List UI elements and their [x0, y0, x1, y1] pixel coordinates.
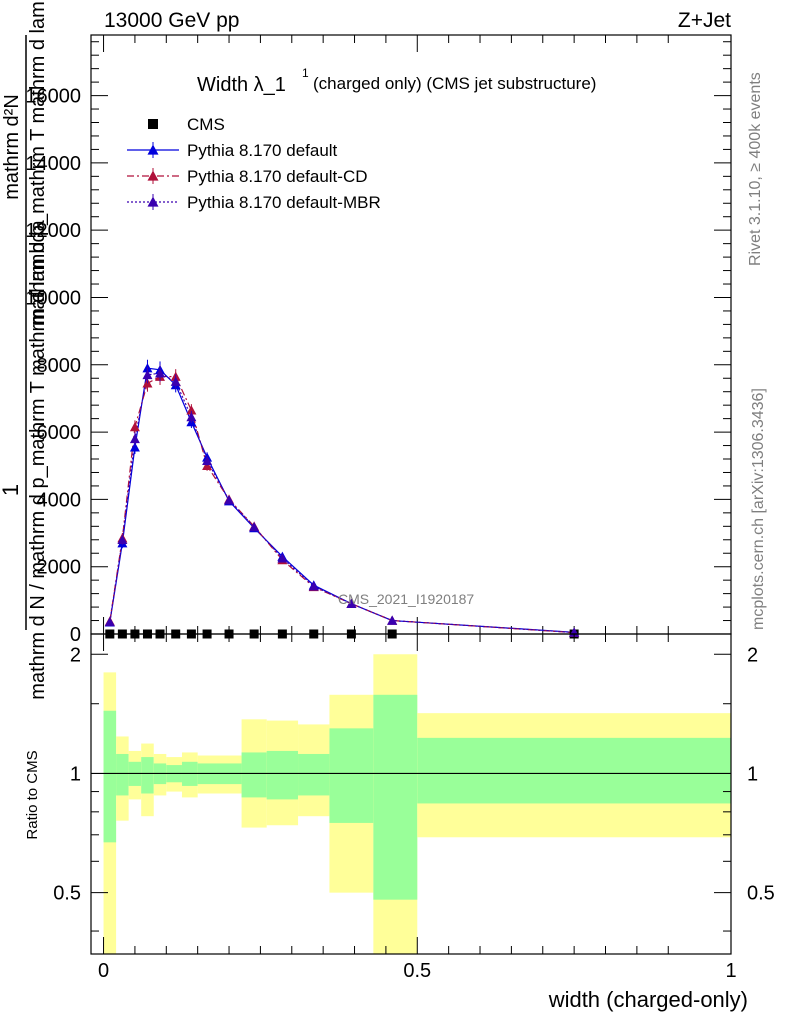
main-y-tick-label: 4000 [37, 489, 82, 511]
series-marker [170, 376, 181, 386]
title-main: Width λ_1 [197, 74, 286, 96]
legend-marker-triangle [147, 170, 159, 181]
legend-label: Pythia 8.170 default [187, 141, 338, 160]
series-marker [129, 442, 140, 452]
main-y-tick-label: 10000 [25, 287, 81, 309]
legend-marker-square [148, 119, 158, 129]
series-marker [202, 455, 213, 465]
mcplots-label: mcplots.cern.ch [arXiv:1306.3436] [750, 388, 767, 630]
series-marker [249, 521, 260, 532]
series-marker [387, 615, 398, 625]
title-superscript: 1 [302, 66, 309, 80]
analysis-label: CMS_2021_I1920187 [338, 591, 474, 607]
x-tick-label: 0 [98, 960, 109, 982]
y-label-numerator: mathrm d²N [1, 94, 23, 200]
ratio-band-inner [329, 728, 374, 823]
legend-label: CMS [187, 115, 225, 134]
ratio-y-tick-label: 0.5 [53, 883, 81, 905]
ratio-band-inner [373, 694, 418, 900]
main-y-tick-label: 2000 [37, 557, 82, 579]
series-marker [277, 553, 288, 563]
main-y-tick-label: 6000 [37, 422, 82, 444]
series-marker [142, 369, 153, 380]
y-axis-label: mathrm d²N mathrm d p_mathrm T mathrm d … [0, 0, 49, 700]
x-axis-label: width (charged-only) [548, 987, 748, 1012]
y-label-denominator: mathrm d p_mathrm T mathrm d lambda [27, 0, 49, 326]
rivet-label: Rivet 3.1.10, ≥ 400k events [747, 72, 764, 266]
series-marker [129, 422, 140, 432]
ratio-frame [90, 633, 732, 955]
title-rest: (charged only) (CMS jet substructure) [313, 74, 596, 93]
x-tick-label: 1 [725, 960, 736, 982]
y-label-bottom: mathrm d N / mathrm d p_mathrm T mathrm … [27, 219, 49, 699]
ratio-y-tick-label-right: 1 [747, 763, 758, 785]
legend-entry: Pythia 8.170 default-CD [127, 167, 368, 186]
ratio-band-inner [116, 753, 129, 796]
legend-marker-triangle [147, 196, 159, 207]
energy-label: 13000 GeV pp [104, 9, 239, 32]
ratio-y-tick-label: 2 [70, 644, 81, 666]
series-marker [186, 411, 197, 422]
series-marker [104, 616, 115, 627]
series-marker [346, 598, 357, 608]
ratio-band-inner [241, 752, 267, 798]
legend-label: Pythia 8.170 default-CD [187, 167, 368, 186]
series-marker [224, 495, 235, 505]
legend-label: Pythia 8.170 default-MBR [187, 193, 381, 212]
ratio-band-inner [141, 757, 154, 794]
ratio-y-label: Ratio to CMS [24, 750, 41, 839]
ratio-bands [103, 654, 731, 954]
main-y-tick-label: 12000 [25, 220, 81, 242]
series-marker [186, 405, 197, 415]
legend-entry: Pythia 8.170 default-MBR [127, 193, 381, 212]
ratio-y-tick-label-right: 0.5 [747, 883, 775, 905]
series-marker [129, 433, 140, 444]
main-y-tick-label: 14000 [25, 153, 81, 175]
ratio-band-inner [417, 737, 731, 804]
legend: CMS Pythia 8.170 default Pythia 8.170 defa… [127, 115, 381, 212]
ratio-axis-ticks: 0.5 0.5 1 1 2 2 0 0.5 1 [53, 634, 775, 982]
ratio-band-inner [266, 750, 299, 800]
y-label-one: 1 [0, 484, 23, 496]
ratio-band-inner [298, 753, 330, 796]
main-y-tick-label: 8000 [37, 355, 82, 377]
main-axis-ticks: 0 2000 4000 6000 8000 10000 12000 14000 16000 [25, 35, 732, 646]
process-label: Z+Jet [678, 9, 731, 32]
main-y-tick-label: 16000 [25, 86, 81, 108]
series-marker [117, 534, 128, 545]
ratio-band-inner [103, 710, 117, 843]
series-marker [308, 581, 319, 591]
x-tick-label: 0.5 [403, 960, 431, 982]
legend-marker-triangle [147, 144, 159, 155]
legend-entry: CMS [148, 115, 225, 134]
main-y-tick-label: 0 [70, 624, 81, 646]
legend-entry: Pythia 8.170 default [127, 141, 338, 160]
series-marker [155, 368, 166, 378]
ratio-y-tick-label-right: 2 [747, 644, 758, 666]
ratio-y-tick-label: 1 [70, 763, 81, 785]
